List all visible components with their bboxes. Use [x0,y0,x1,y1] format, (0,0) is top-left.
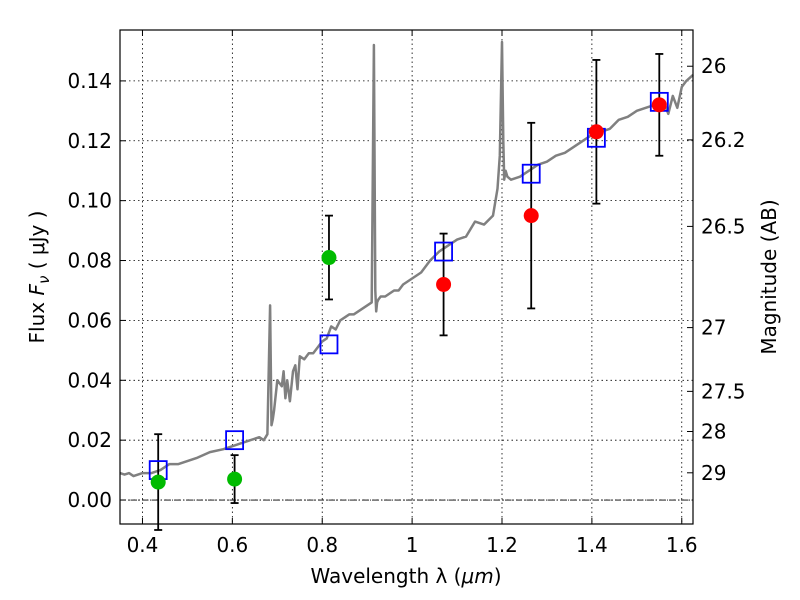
y-tick-label-7: 0.14 [67,69,112,93]
tick-labels: 0.4 0.6 0.8 1 1.2 1.4 1.6 0.00 0.02 0.04 0.06 0.08 0… [67,54,745,557]
x-tick-label-0: 0.4 [127,533,159,557]
model-square-1 [225,430,245,451]
y-axis-label-unit: ( μJy ) [25,211,49,270]
y2-tick-label-4: 27.5 [701,379,746,403]
y2-tick-label-2: 26.5 [701,214,746,238]
y2-tick-label-1: 26.2 [701,128,746,152]
x-tick-label-4: 1.2 [486,533,518,557]
y-axis-label-flux: Flux [25,302,49,344]
square-markers [148,91,669,481]
x-tick-label-3: 1 [406,533,419,557]
x-axis-label-end: ) [494,564,502,588]
data-point-0 [150,474,166,490]
spectrum-series [119,40,694,478]
y2-tick-label-6: 29 [701,461,726,485]
axis-ticks [120,30,693,524]
y2-tick-label-0: 26 [701,54,726,78]
x-axis-label-main: Wavelength λ ( [310,564,461,588]
y2-tick-label-3: 27 [701,316,726,340]
x-axis-label: Wavelength λ (μm) [310,564,501,588]
y-tick-label-4: 0.08 [67,249,112,273]
data-point-1 [227,471,243,487]
x-tick-label-5: 1.4 [576,533,608,557]
model-square-4 [521,163,541,184]
y-tick-label-3: 0.06 [67,308,112,332]
x-tick-label-6: 1.6 [666,533,698,557]
y-axis-label-symbol: F [25,284,49,296]
spectrum-line-0 [119,40,694,478]
y-tick-label-2: 0.04 [67,368,112,392]
data-point-4 [523,208,539,224]
error-bars [154,53,664,531]
y-tick-label-6: 0.12 [67,129,112,153]
y-tick-label-5: 0.10 [67,189,112,213]
y-tick-label-1: 0.02 [67,428,112,452]
y-axis-label: Flux Fν ( μJy ) [25,211,53,344]
x-tick-label-1: 0.6 [216,533,248,557]
x-axis-label-unit: μm [460,564,493,588]
model-square-3 [434,241,453,262]
point-markers [150,97,667,490]
data-point-2 [321,250,337,266]
y2-tick-label-5: 28 [701,419,726,443]
y-tick-label-0: 0.00 [67,488,112,512]
data-point-5 [588,124,604,140]
plot-frame [119,29,694,525]
data-point-3 [436,276,452,292]
data-point-6 [651,97,667,113]
x-tick-label-2: 0.8 [306,533,338,557]
y-axis-label-subscript: ν [35,276,53,284]
grid-lines [120,30,693,524]
model-square-2 [319,334,339,355]
y2-axis-label: Magnitude (AB) [757,199,781,354]
